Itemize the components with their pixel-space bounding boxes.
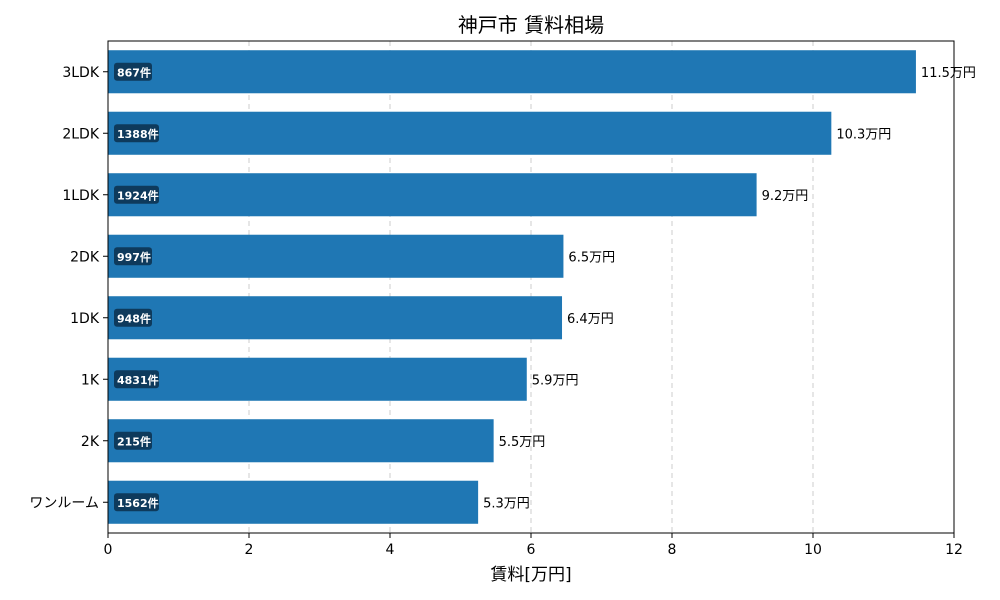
x-ticks: 0 2 4 6 8 10 12	[104, 533, 963, 558]
bar	[108, 480, 479, 524]
x-tick-label: 2	[245, 542, 254, 558]
count-label: 948件	[117, 311, 151, 325]
bar	[108, 111, 832, 155]
category-label: 2K	[81, 434, 100, 450]
category-label: ワンルーム	[29, 495, 99, 511]
count-label: 1562件	[117, 496, 159, 510]
bar	[108, 234, 564, 278]
value-label: 11.5万円	[921, 66, 976, 81]
count-label: 215件	[117, 434, 151, 448]
count-badge	[114, 124, 159, 143]
count-badge	[114, 431, 152, 450]
value-label: 6.5万円	[568, 250, 615, 265]
count-badge	[114, 247, 152, 266]
value-label: 9.2万円	[762, 189, 809, 204]
value-label: 5.5万円	[499, 435, 546, 450]
category-label: 1LDK	[62, 188, 99, 204]
bars: 867件 11.5万円 1388件 10.3万円 1924件 9.2万円 997件 6.5万円…	[108, 50, 976, 524]
chart-title: 神戸市 賃料相場	[458, 13, 604, 37]
category-label: 1DK	[70, 311, 100, 327]
count-badge	[114, 493, 159, 512]
x-tick-label: 12	[945, 542, 963, 558]
x-tick-label: 6	[527, 542, 536, 558]
bar	[108, 50, 916, 94]
count-badge	[114, 185, 159, 204]
x-tick-label: 4	[386, 542, 395, 558]
count-badge	[114, 62, 152, 81]
count-label: 867件	[117, 65, 151, 79]
category-label: 3LDK	[62, 65, 99, 81]
bar	[108, 357, 527, 401]
x-axis-label: 賃料[万円]	[490, 565, 571, 585]
count-badge	[114, 370, 159, 389]
bar	[108, 173, 757, 217]
x-tick-label: 10	[804, 542, 822, 558]
value-label: 5.3万円	[483, 496, 530, 511]
count-badge	[114, 308, 152, 327]
count-label: 1924件	[117, 188, 159, 202]
value-label: 10.3万円	[836, 127, 891, 142]
category-label: 2LDK	[62, 126, 99, 142]
count-label: 997件	[117, 250, 151, 264]
count-label: 4831件	[117, 373, 159, 387]
bar	[108, 296, 563, 340]
x-tick-label: 0	[104, 542, 113, 558]
value-label: 5.9万円	[532, 373, 579, 388]
category-labels: 3LDK 2LDK 1LDK 2DK 1DK 1K 2K ワンルーム	[29, 65, 108, 511]
bar	[108, 419, 494, 463]
category-label: 1K	[81, 372, 100, 388]
count-label: 1388件	[117, 127, 159, 141]
x-tick-label: 8	[668, 542, 677, 558]
category-label: 2DK	[70, 249, 100, 265]
value-label: 6.4万円	[567, 312, 614, 327]
